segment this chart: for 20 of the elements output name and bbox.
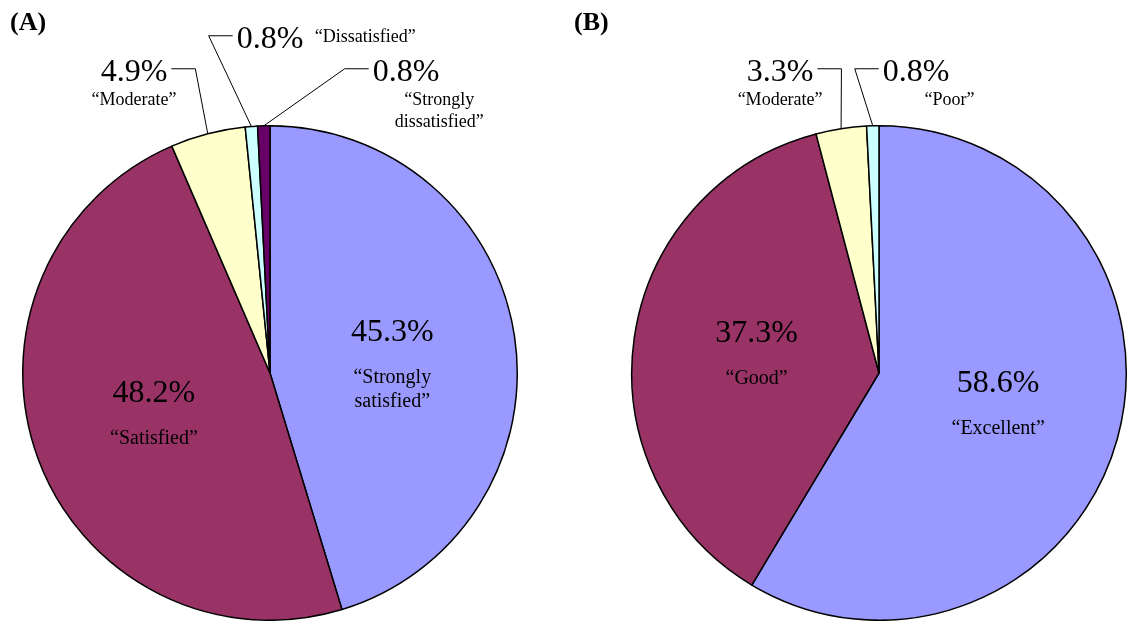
data-label: 0.8%	[372, 51, 440, 88]
data-label: 4.9%	[100, 51, 168, 88]
slice-label: “Excellent”	[951, 416, 1045, 438]
data-label: 37.3%	[715, 312, 798, 349]
chart-title: (B)	[574, 6, 609, 36]
data-label: 0.8%	[882, 51, 950, 88]
slice-label: “Good”	[725, 365, 788, 388]
slice-label: “Strongly satisfied”	[353, 364, 432, 411]
data-label: 45.3%	[350, 311, 434, 348]
data-label: 0.8%	[236, 18, 304, 55]
data-label: 3.3%	[746, 51, 814, 88]
slice-label: “Satisfied”	[110, 425, 198, 448]
slice-label: “Poor”	[924, 88, 975, 109]
data-label: 58.6%	[956, 363, 1040, 399]
slice-label: “Moderate”	[737, 88, 823, 109]
slice-label: “Strongly dissatisfied”	[394, 88, 484, 131]
data-label: 48.2%	[112, 372, 196, 409]
slice-label: “Moderate”	[91, 88, 177, 109]
slice-label: “Dissatisfied”	[314, 25, 416, 46]
chart-title: (A)	[10, 6, 47, 36]
